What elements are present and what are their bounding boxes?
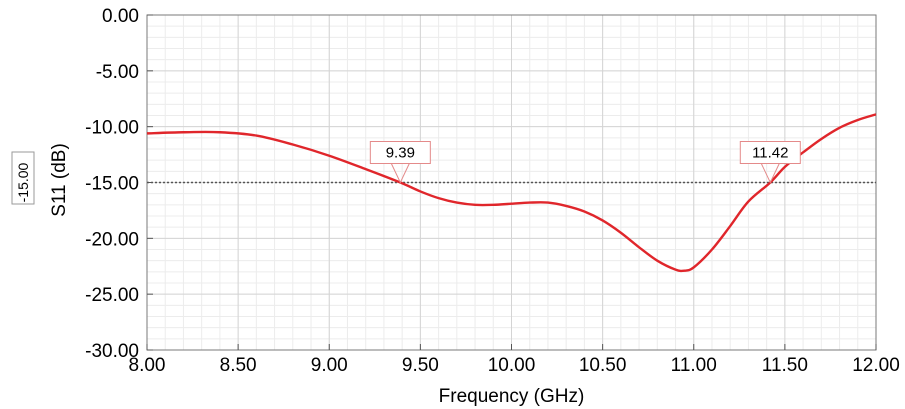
x-tick-label: 10.00: [488, 355, 536, 376]
y-tick-label: -30.00: [85, 341, 139, 362]
x-axis-ticks: 8.00 8.50 9.00 9.50 10.00 10.50 11.00 11.50 12.0…: [129, 344, 900, 376]
marker-pointer: [390, 163, 410, 184]
s11-series-line: [146, 113, 877, 273]
marker-11.42: 11.42: [739, 141, 801, 184]
reference-label-text: -15.00: [15, 162, 31, 202]
y-axis-title: S11 (dB): [49, 143, 70, 217]
y-tick-label: 0.00: [102, 6, 139, 27]
reference-line-label: -15.00: [11, 151, 35, 205]
marker-box: [739, 141, 801, 164]
x-tick-label: 9.50: [402, 355, 439, 376]
marker-9.39: 9.39: [369, 141, 431, 184]
x-tick-label: 10.50: [579, 355, 627, 376]
marker-box: [369, 141, 431, 164]
y-tick-label: -20.00: [85, 229, 139, 250]
y-tick-label: -15.00: [85, 174, 139, 195]
x-tick-label: 9.00: [311, 355, 348, 376]
x-tick-label: 11.50: [762, 355, 808, 376]
marker-pointer: [760, 163, 780, 184]
y-axis-ticks: 0.00 -5.00 -10.00 -15.00 -20.00 -25.00 -30.00: [85, 6, 153, 362]
x-tick-label: 11.00: [671, 355, 717, 376]
reference-label-box: [11, 151, 35, 205]
series-layer: [146, 113, 877, 273]
y-tick-label: -5.00: [96, 62, 139, 83]
marker-layer: 9.39 11.42: [369, 141, 801, 184]
x-tick-label: 8.00: [129, 355, 166, 376]
y-tick-label: -25.00: [85, 285, 139, 306]
marker-label: 9.39: [386, 145, 415, 162]
x-tick-label: 12.00: [852, 355, 900, 376]
y-tick-label: -10.00: [85, 118, 139, 139]
marker-label: 11.42: [752, 145, 788, 162]
x-tick-label: 8.50: [220, 355, 257, 376]
x-axis-title: Frequency (GHz): [439, 386, 585, 407]
